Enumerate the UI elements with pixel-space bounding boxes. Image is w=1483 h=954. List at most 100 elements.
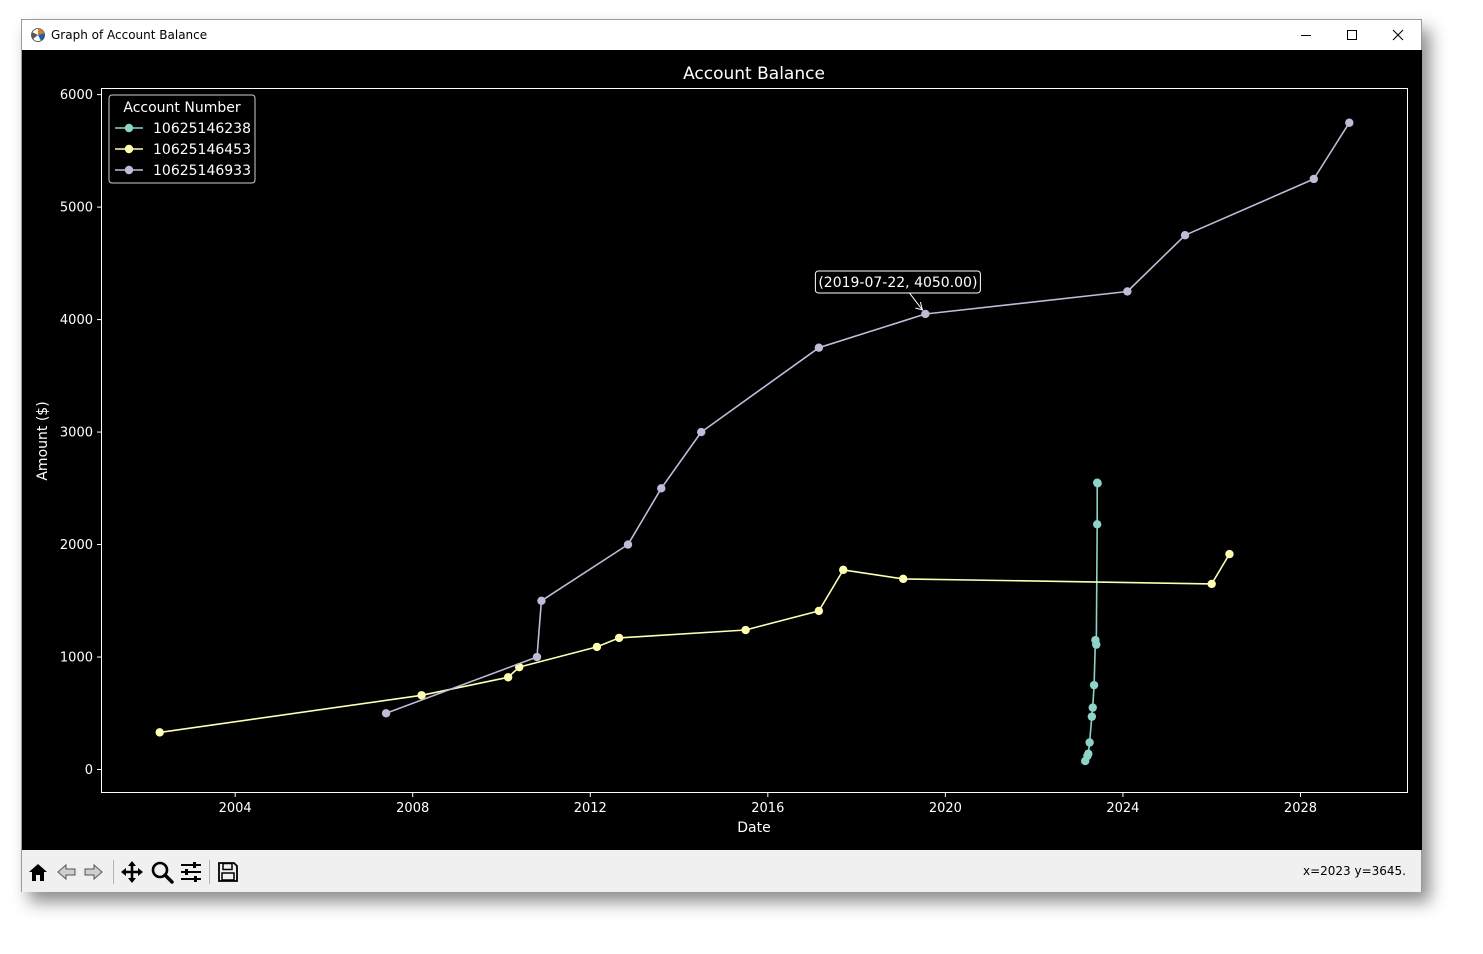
data-point[interactable]	[532, 652, 542, 662]
y-tick-label: 1000	[60, 651, 93, 666]
data-point[interactable]	[1093, 479, 1102, 488]
data-point[interactable]	[1092, 640, 1101, 649]
window-controls	[1283, 20, 1421, 50]
x-tick-label: 2020	[929, 801, 962, 816]
y-tick-label: 5000	[60, 201, 93, 216]
data-point[interactable]	[1087, 712, 1097, 721]
y-tick-label: 4000	[60, 313, 93, 328]
maximize-icon	[1347, 30, 1357, 40]
zoom-button[interactable]	[149, 859, 175, 885]
data-point[interactable]	[1085, 738, 1094, 747]
minimize-button[interactable]	[1283, 20, 1329, 50]
y-axis-label: Amount ($)	[35, 401, 51, 480]
data-point[interactable]	[1123, 287, 1132, 296]
legend-label: 10625146453	[153, 142, 251, 158]
series-line	[385, 122, 1350, 715]
y-tick-label: 3000	[60, 426, 93, 441]
home-button[interactable]	[25, 859, 51, 885]
series-10625146933	[381, 118, 1354, 718]
save-button[interactable]	[215, 859, 241, 885]
data-point[interactable]	[697, 427, 706, 437]
data-point[interactable]	[1309, 174, 1318, 184]
back-button[interactable]	[53, 859, 79, 885]
home-icon	[29, 864, 47, 881]
legend-label: 10625146933	[153, 163, 251, 179]
annotation-group: (2019-07-22, 4050.00)	[814, 270, 981, 311]
data-point[interactable]	[155, 728, 164, 737]
plot-canvas[interactable]: Account Balance 2004 2008 2012 2016 2020 2024…	[22, 50, 1422, 850]
navigation-toolbar: x=2023 y=3645.	[22, 850, 1421, 892]
data-point[interactable]	[814, 343, 824, 352]
data-point[interactable]	[898, 574, 908, 584]
data-point[interactable]	[1089, 680, 1099, 690]
data-point[interactable]	[1092, 520, 1102, 529]
data-point[interactable]	[921, 309, 930, 319]
x-tick-label: 2024	[1106, 801, 1139, 816]
chart-background	[22, 50, 1422, 850]
series-line	[159, 553, 1231, 734]
legend-label: 10625146238	[153, 121, 251, 137]
legend-title: Account Number	[123, 100, 240, 116]
pan-icon	[121, 861, 143, 883]
legend-entries: 10625146238 10625146453 10625146933	[115, 121, 251, 179]
y-tick-label: 0	[85, 763, 93, 778]
matplotlib-app-icon	[31, 28, 45, 42]
x-tick-label: 2008	[396, 801, 429, 816]
data-point[interactable]	[1345, 118, 1354, 127]
data-point[interactable]	[1225, 549, 1234, 559]
account-balance-chart[interactable]: Account Balance 2004 2008 2012 2016 2020 2024…	[22, 50, 1422, 850]
x-tick-label: 2004	[219, 801, 252, 816]
maximize-button[interactable]	[1329, 20, 1375, 50]
data-point[interactable]	[623, 540, 633, 549]
x-tick-label: 2012	[574, 801, 607, 816]
toolbar-separator	[113, 860, 114, 884]
annotation-box	[814, 270, 981, 294]
y-axis-ticks: 0 1000 2000 3000 4000 5000 6000	[60, 88, 102, 778]
x-axis-ticks: 2004 2008 2012 2016 2020 2024 2028	[219, 792, 1317, 816]
annotation-arrow	[908, 292, 923, 311]
data-point[interactable]	[1084, 749, 1093, 758]
configure-subplots-icon	[181, 862, 201, 882]
data-point[interactable]	[537, 596, 546, 605]
data-point[interactable]	[839, 565, 848, 575]
data-point[interactable]	[1180, 231, 1190, 240]
legend-swatch-marker	[124, 144, 134, 154]
close-icon	[1392, 29, 1404, 41]
legend-entry: 10625146453	[115, 142, 251, 158]
save-icon	[218, 862, 238, 882]
title-bar[interactable]: Graph of Account Balance	[22, 20, 1421, 50]
toolbar-separator	[209, 860, 210, 884]
data-point[interactable]	[503, 673, 513, 682]
data-point[interactable]	[657, 484, 666, 493]
legend-box	[108, 94, 256, 184]
app-window: Graph of Account Balance Account Balance…	[21, 19, 1422, 892]
data-point[interactable]	[1088, 703, 1097, 712]
data-point[interactable]	[592, 642, 602, 652]
pan-button[interactable]	[119, 859, 145, 885]
forward-arrow-icon	[84, 863, 103, 881]
data-point[interactable]	[417, 691, 426, 700]
zoom-icon	[151, 861, 174, 884]
data-point[interactable]	[814, 606, 824, 616]
chart-title: Account Balance	[683, 64, 825, 84]
series-group	[155, 118, 1354, 766]
data-point[interactable]	[741, 625, 750, 635]
annotation-label: (2019-07-22, 4050.00)	[818, 275, 977, 291]
y-tick-label: 6000	[60, 88, 93, 103]
window-title: Graph of Account Balance	[51, 28, 208, 42]
legend-swatch-marker	[124, 123, 134, 133]
minimize-icon	[1301, 35, 1311, 36]
series-10625146453	[155, 549, 1234, 737]
y-tick-label: 2000	[60, 538, 93, 553]
configure-subplots-button[interactable]	[178, 859, 204, 885]
close-button[interactable]	[1375, 20, 1421, 50]
axes-frame	[101, 88, 1408, 793]
data-point[interactable]	[614, 633, 624, 643]
legend-entry: 10625146238	[115, 121, 251, 137]
x-tick-label: 2028	[1284, 801, 1317, 816]
legend[interactable]: Account Number 1062514623810625146453106…	[108, 94, 256, 184]
back-arrow-icon	[57, 863, 76, 881]
forward-button[interactable]	[81, 859, 107, 885]
data-point[interactable]	[1207, 579, 1216, 589]
data-point[interactable]	[381, 709, 391, 718]
